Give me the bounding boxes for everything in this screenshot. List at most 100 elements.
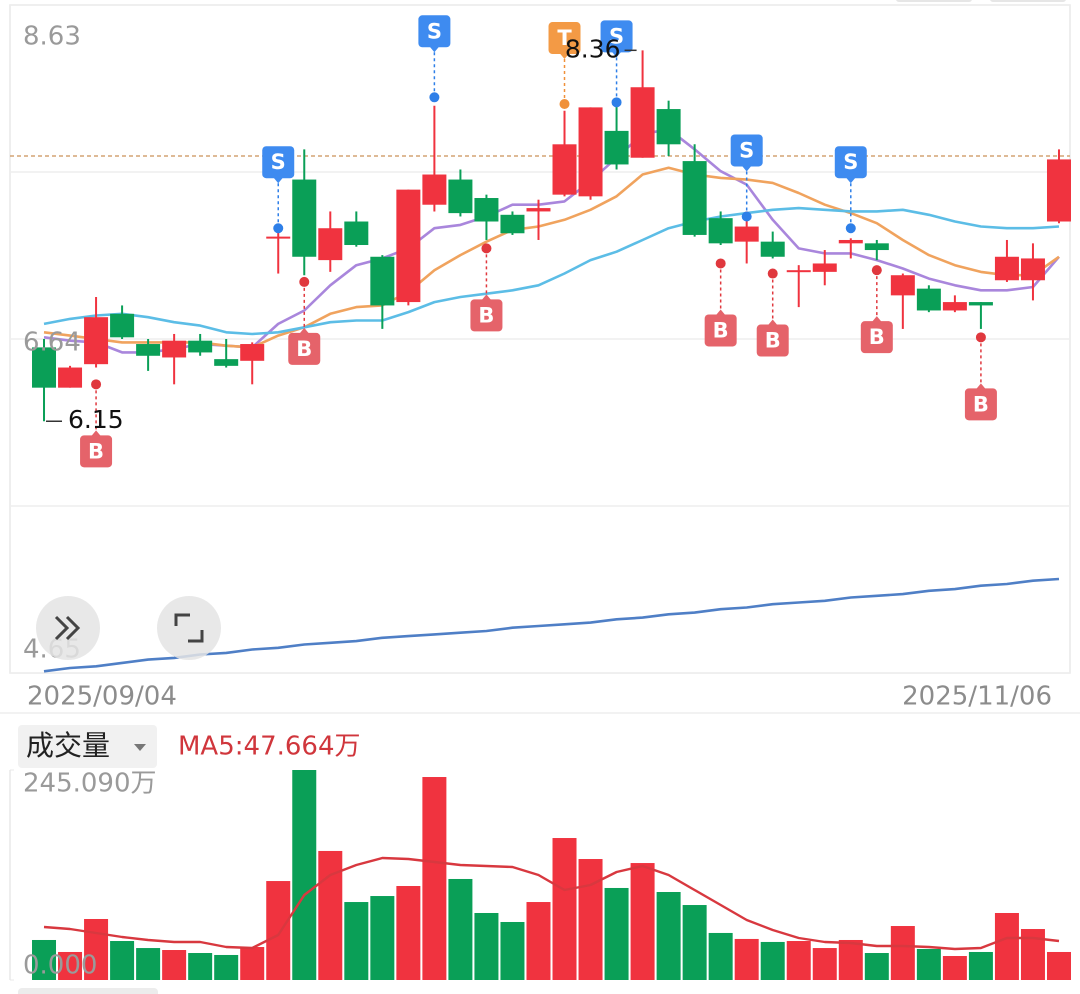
signal-pointer [715, 309, 726, 316]
button-icon [174, 613, 204, 643]
signal-pointer [767, 319, 778, 326]
ma-line [43, 577, 1060, 673]
signal-box [418, 15, 451, 48]
signal-box [548, 22, 581, 55]
volume-bar [864, 953, 889, 980]
volume-bar [968, 951, 993, 980]
volume-bar [786, 941, 811, 980]
fullscreen-button[interactable] [157, 596, 221, 660]
signal-pointer [611, 51, 622, 58]
button-bg[interactable] [157, 596, 221, 660]
signal-pointer [559, 53, 570, 60]
annotation: 8.36 [565, 34, 621, 63]
candle-body [1046, 159, 1071, 222]
volume-bar [136, 948, 161, 980]
volume-bar [1046, 951, 1071, 980]
volume-bar [318, 850, 343, 980]
candle-body [890, 275, 915, 296]
candle-body [734, 226, 759, 242]
signal-pointer [975, 383, 986, 390]
candle-body [968, 302, 993, 306]
annotation: 6.15 [68, 405, 124, 434]
signal-dot [767, 268, 778, 279]
volume-bar [734, 938, 759, 980]
candle-body [318, 228, 343, 261]
candle-body [422, 174, 447, 205]
candle-body [760, 241, 785, 257]
volume-bar [448, 878, 473, 980]
candle-body [188, 340, 213, 353]
expand-button[interactable] [36, 596, 100, 660]
dropdown-arrow [134, 744, 146, 751]
button-icon [54, 615, 81, 641]
ma-label: MA5:47.664万 [178, 732, 361, 762]
signal-label: B [478, 303, 494, 327]
signal-box [80, 435, 113, 468]
volume-bar [656, 892, 681, 980]
signal-box [730, 134, 763, 167]
candle-body [344, 221, 369, 246]
signal-label: S [739, 138, 754, 162]
volume-bar [58, 951, 83, 980]
signal-label: S [271, 150, 286, 174]
candle-body [474, 198, 499, 222]
volume-ma-line [43, 856, 1060, 951]
candle-body [136, 344, 161, 356]
signal-box [600, 20, 633, 53]
signal-label: S [427, 19, 442, 43]
volume-bar [916, 948, 941, 980]
signal-label: B [296, 337, 312, 361]
signal-dot [975, 332, 986, 343]
volume-bar [578, 859, 603, 980]
candle-body [942, 302, 967, 311]
volume-bar [812, 948, 837, 980]
signal-box [470, 299, 503, 332]
signal-label: B [713, 318, 729, 342]
signal-dot [871, 265, 882, 276]
volume-bar [370, 896, 395, 980]
volume-selector[interactable]: 成交量 [18, 725, 157, 768]
top-tab[interactable] [990, 0, 1066, 2]
signal-dot [611, 97, 622, 108]
volume-bar [188, 953, 213, 980]
volume-bar [994, 912, 1019, 980]
y-tick-label: 8.63 [23, 22, 81, 52]
candle-body [448, 179, 473, 214]
volume-bar [32, 939, 57, 980]
candle-body [916, 288, 941, 311]
candle-body [32, 347, 57, 388]
signal-label: B [869, 325, 885, 349]
signal-pointer [429, 46, 440, 53]
top-tab[interactable] [896, 0, 972, 2]
volume-bar [110, 941, 135, 980]
volume-bar [1020, 929, 1045, 980]
signal-label: B [973, 392, 989, 416]
signal-box [262, 146, 295, 179]
volume-bar [292, 770, 317, 980]
candle-body [58, 367, 83, 388]
signal-pointer [91, 430, 102, 437]
signal-dot [559, 99, 570, 110]
x-tick-label: 2025/11/06 [902, 682, 1052, 712]
volume-bar [526, 902, 551, 980]
volume-bar [344, 902, 369, 980]
ma-line [43, 166, 1060, 349]
bottom-tab[interactable] [18, 988, 158, 994]
signal-box [756, 324, 789, 357]
volume-bar [942, 956, 967, 980]
candle-body [838, 239, 863, 244]
signal-label: B [88, 439, 104, 463]
candle-body [110, 313, 135, 338]
y-tick-label: 245.090万 [23, 769, 157, 799]
signal-pointer [299, 327, 310, 334]
candle-body [656, 109, 681, 145]
volume-title: 成交量 [26, 729, 110, 762]
signal-box [964, 388, 997, 421]
signal-dot [481, 243, 492, 254]
signal-dot [845, 223, 856, 234]
selector-bg[interactable] [18, 725, 157, 768]
candle-body [84, 317, 109, 365]
candle-body [578, 107, 603, 197]
